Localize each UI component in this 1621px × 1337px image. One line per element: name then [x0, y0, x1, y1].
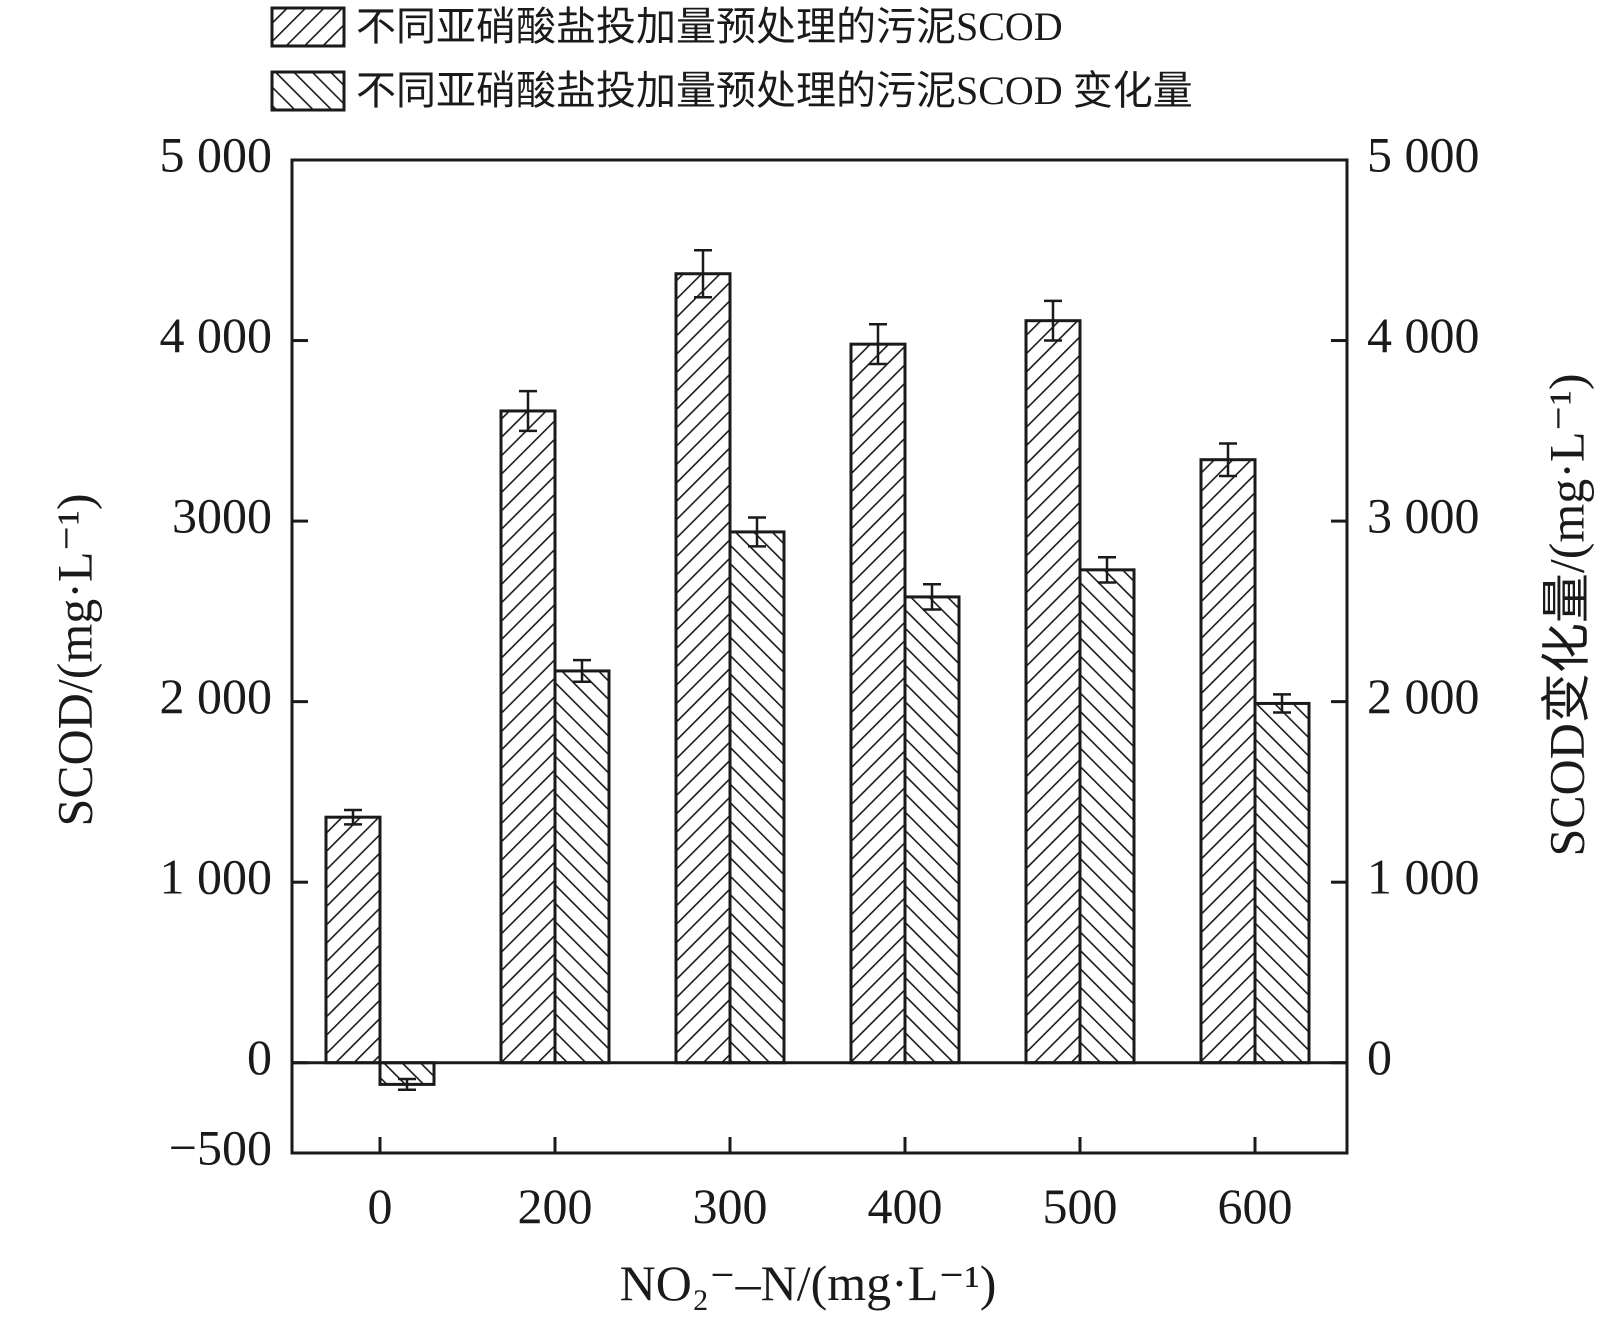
- y2-tick-label: 1 000: [1367, 849, 1480, 905]
- y-tick-label: 1 000: [160, 849, 273, 905]
- y-tick-label: 3000: [172, 488, 272, 544]
- x-tick-label: 300: [693, 1178, 768, 1234]
- legend-label-series-1: 不同亚硝酸盐投加量预处理的污泥SCOD: [356, 4, 1063, 49]
- legend: 不同亚硝酸盐投加量预处理的污泥SCOD 不同亚硝酸盐投加量预处理的污泥SCOD …: [270, 4, 1193, 113]
- x-axis-title: NO₂⁻–N/(mg·L⁻¹): [620, 1255, 997, 1311]
- x-tick-label: 200: [518, 1178, 593, 1234]
- legend-label-series-2: 不同亚硝酸盐投加量预处理的污泥SCOD 变化量: [356, 68, 1193, 113]
- x-tick-label: 400: [868, 1178, 943, 1234]
- y2-tick-label: 5 000: [1367, 126, 1480, 182]
- bar-series-1: [1199, 458, 1257, 1065]
- bar-series-1: [324, 815, 382, 1065]
- y-tick-label: 5 000: [160, 126, 273, 182]
- error-bars: [344, 249, 1291, 1092]
- y-axis-title: SCOD/(mg·L⁻¹): [46, 493, 102, 826]
- bar-series-2: [1078, 568, 1136, 1065]
- y2-tick-label: 4 000: [1367, 307, 1480, 363]
- y-tick-label: 2 000: [160, 668, 273, 724]
- y-tick-label: 0: [247, 1029, 272, 1085]
- x-tick-label: 0: [368, 1178, 393, 1234]
- bar-series-2: [728, 530, 786, 1065]
- x-tick-label: 600: [1218, 1178, 1293, 1234]
- bar-series-1: [1024, 319, 1082, 1065]
- bar-series-1: [499, 409, 557, 1065]
- legend-swatch-series-1: [270, 6, 346, 48]
- bars: [324, 272, 1311, 1086]
- legend-swatch-series-2: [270, 70, 346, 112]
- y2-axis-title: SCOD变化量/(mg·L⁻¹): [1538, 373, 1594, 856]
- y2-tick-label: 2 000: [1367, 668, 1480, 724]
- bar-series-2: [553, 669, 611, 1065]
- bar-series-1: [849, 342, 907, 1065]
- plot-frame: [290, 158, 1349, 1155]
- y-tick-label: 4 000: [160, 307, 273, 363]
- bar-series-1: [674, 272, 732, 1065]
- y2-tick-label: 0: [1367, 1029, 1392, 1085]
- x-tick-label: 500: [1043, 1178, 1118, 1234]
- bar-series-2: [1253, 701, 1311, 1065]
- y-tick-label: −500: [169, 1119, 272, 1175]
- bar-series-2: [903, 595, 961, 1065]
- y2-tick-label: 3 000: [1367, 488, 1480, 544]
